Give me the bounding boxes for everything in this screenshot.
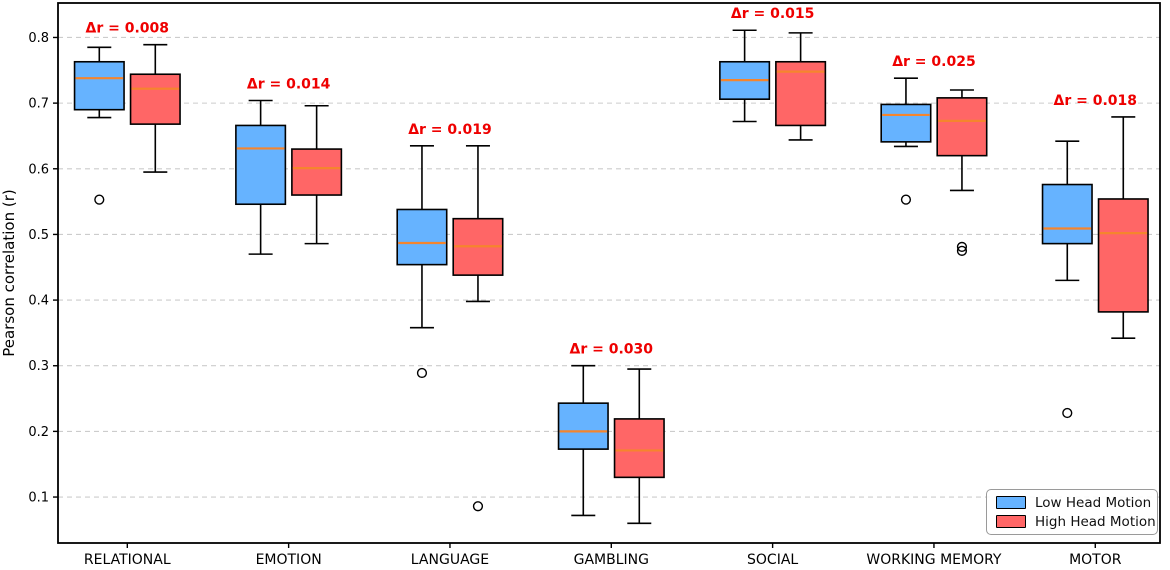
legend-item-high-head-motion: High Head Motion <box>996 514 1157 530</box>
delta-annotation-working-memory: Δr = 0.025 <box>892 54 976 70</box>
box-low-gambling <box>557 402 609 450</box>
box-high-gambling <box>613 418 665 479</box>
box-high-motor <box>1097 198 1149 313</box>
outlier-point-high-working-memory <box>956 241 968 253</box>
legend-label-low: Low Head Motion <box>1035 494 1152 511</box>
box-low-language <box>396 208 448 266</box>
outlier-point-low-relational <box>94 194 105 205</box>
x-tick-label-social: SOCIAL <box>747 552 798 568</box>
box-high-emotion <box>291 148 343 196</box>
y-tick-label: 0.5 <box>28 228 49 243</box>
box-low-emotion <box>235 124 287 206</box>
box-high-working-memory <box>936 97 988 157</box>
outlier-point-low-language <box>416 367 428 379</box>
y-tick-label: 0.6 <box>28 162 49 177</box>
legend-swatch-low-icon <box>996 496 1026 509</box>
y-tick-label: 0.1 <box>28 491 49 506</box>
delta-annotation-motor: Δr = 0.018 <box>1054 93 1138 109</box>
outlier-point-high-language <box>472 501 484 512</box>
x-tick-label-language: LANGUAGE <box>411 552 489 568</box>
legend: Low Head Motion High Head Motion <box>986 489 1158 535</box>
box-low-relational <box>73 60 125 111</box>
outlier-point-high-working-memory <box>956 245 968 256</box>
legend-swatch-high-icon <box>996 515 1026 528</box>
delta-annotation-social: Δr = 0.015 <box>731 6 815 22</box>
x-tick-label-working-memory: WORKING MEMORY <box>866 552 1002 568</box>
y-tick-label: 0.4 <box>28 294 49 309</box>
legend-item-low-head-motion: Low Head Motion <box>996 495 1157 511</box>
x-tick-label-gambling: GAMBLING <box>574 552 649 568</box>
plot-frame <box>57 2 1161 544</box>
y-tick-label: 0.2 <box>28 425 49 440</box>
x-tick-label-emotion: EMOTION <box>256 552 322 568</box>
delta-annotation-language: Δr = 0.019 <box>408 122 492 138</box>
outlier-point-low-motor <box>1062 407 1073 419</box>
y-axis-label: Pearson correlation (r) <box>0 189 18 357</box>
outlier-point-low-working-memory <box>900 194 912 205</box>
box-high-relational <box>129 73 181 125</box>
y-tick-label: 0.3 <box>28 359 49 374</box>
delta-annotation-gambling: Δr = 0.030 <box>570 342 654 358</box>
delta-annotation-emotion: Δr = 0.014 <box>247 76 331 92</box>
box-low-motor <box>1041 183 1093 245</box>
box-low-working-memory <box>880 103 932 143</box>
y-tick-label: 0.7 <box>28 97 49 112</box>
y-tick-label: 0.8 <box>28 31 49 46</box>
legend-label-high: High Head Motion <box>1035 513 1156 530</box>
x-tick-label-motor: MOTOR <box>1069 552 1122 568</box>
delta-annotation-relational: Δr = 0.008 <box>86 21 170 37</box>
x-tick-label-relational: RELATIONAL <box>84 552 171 568</box>
